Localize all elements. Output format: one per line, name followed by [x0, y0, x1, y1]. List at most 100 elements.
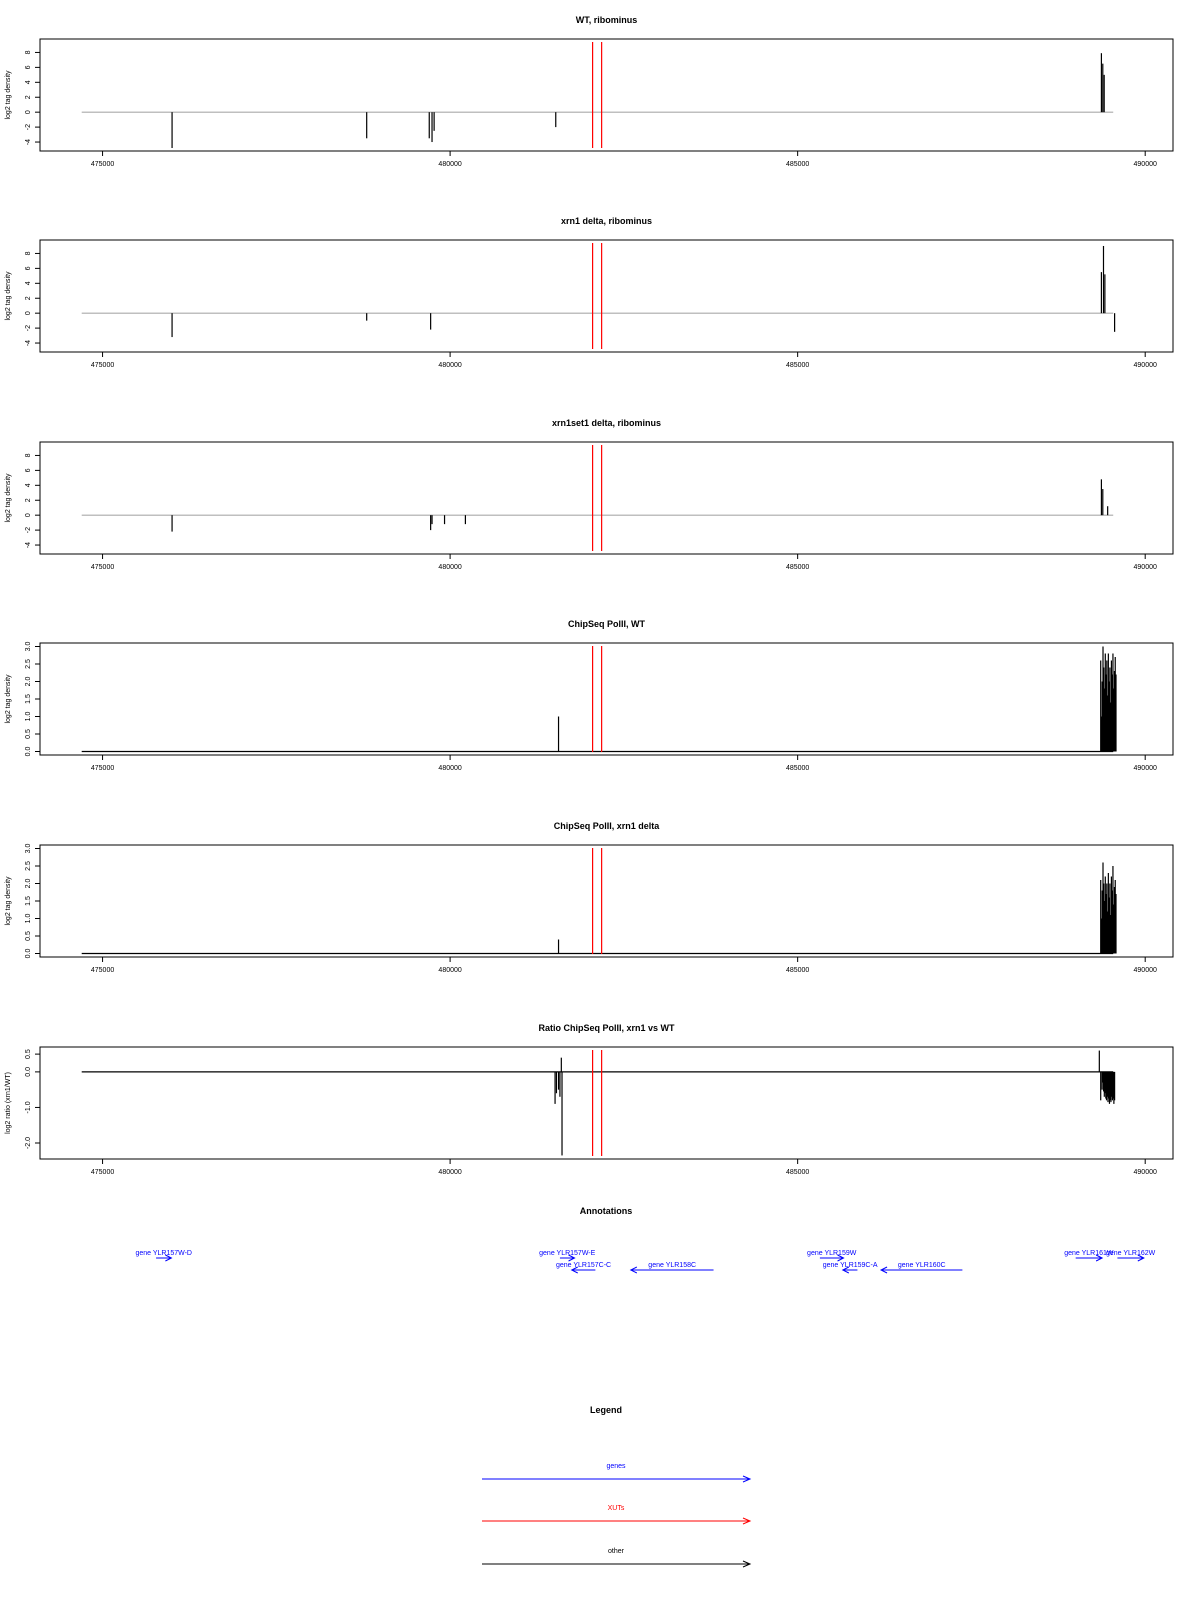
- x-tick-label: 485000: [786, 161, 809, 168]
- gene-annotation: gene YLR157C-C: [556, 1262, 611, 1274]
- gene-label: gene YLR159C-A: [823, 1262, 878, 1269]
- plot-frame: [39, 1046, 1174, 1160]
- track-panel-4: ChipSeq PolII, WT log2 tag density 3.0 2.5 2…: [5, 619, 1174, 772]
- y-tick-label: 0.5: [25, 931, 32, 941]
- y-tick-label: 8: [25, 50, 32, 54]
- y-axis-label: log2 ratio (xrn1/WT): [5, 1072, 12, 1134]
- plot-frame: [39, 441, 1174, 555]
- y-tick-label: 0.5: [25, 1049, 32, 1059]
- legend-item-other: other: [482, 1548, 752, 1568]
- gene-arrowhead: [165, 1254, 173, 1262]
- y-tick-label: 3.0: [25, 642, 32, 652]
- y-tick-label: 1.5: [25, 896, 32, 906]
- track-panel-2: xrn1 delta, ribominus log2 tag density 8 6 4…: [5, 216, 1174, 369]
- y-axis-label: log2 tag density: [5, 70, 12, 120]
- legend-arrowhead: [742, 1517, 752, 1525]
- y-tick-label: -4: [25, 340, 32, 346]
- gene-label: gene YLR158C: [648, 1262, 696, 1269]
- y-tick-label: -2.0: [25, 1137, 32, 1149]
- gene-label: gene YLR162W: [1106, 1250, 1156, 1257]
- x-tick-label: 485000: [786, 765, 809, 772]
- y-tick-label: 2.5: [25, 861, 32, 871]
- y-axis-label: log2 tag density: [5, 473, 12, 523]
- legend-label: genes: [606, 1463, 626, 1470]
- x-tick-label: 475000: [91, 161, 114, 168]
- gene-arrowhead: [570, 1266, 578, 1274]
- y-tick-label: 8: [25, 453, 32, 457]
- x-tick-label: 490000: [1134, 967, 1157, 974]
- x-tick-label: 485000: [786, 564, 809, 571]
- gene-arrowhead: [837, 1254, 845, 1262]
- legend-items: genes XUTs other: [482, 1463, 752, 1568]
- y-axis-label: log2 tag density: [5, 674, 12, 724]
- x-tick-label: 490000: [1134, 564, 1157, 571]
- y-tick-label: 6: [25, 468, 32, 472]
- y-tick-label: -2: [25, 124, 32, 130]
- y-tick-label: 3.0: [25, 844, 32, 854]
- y-tick-label: 0.5: [25, 729, 32, 739]
- y-tick-label: 6: [25, 266, 32, 270]
- gene-annotations: gene YLR157W-D gene YLR157W-E gene YLR157C…: [135, 1250, 1156, 1274]
- plot-frame: [39, 642, 1174, 756]
- x-tick-label: 480000: [438, 765, 461, 772]
- gene-arrowhead: [1137, 1254, 1145, 1262]
- legend-item-genes: genes: [482, 1463, 752, 1483]
- legend-arrowhead: [742, 1560, 752, 1568]
- gene-arrowhead: [879, 1266, 888, 1274]
- y-tick-label: 4: [25, 281, 32, 285]
- panel-title: ChipSeq PolII, WT: [568, 619, 645, 629]
- y-tick-label: 0.0: [25, 949, 32, 959]
- gene-annotation: gene YLR160C: [879, 1262, 963, 1274]
- y-tick-label: 4: [25, 80, 32, 84]
- track-panel-5: ChipSeq PolII, xrn1 delta log2 tag densit…: [5, 821, 1174, 974]
- y-tick-label: 2.0: [25, 677, 32, 687]
- panel-title: WT, ribominus: [576, 15, 638, 25]
- x-tick-label: 475000: [91, 362, 114, 369]
- y-tick-label: 1.0: [25, 712, 32, 722]
- x-tick-label: 490000: [1134, 362, 1157, 369]
- gene-label: gene YLR157W-E: [539, 1250, 595, 1257]
- x-tick-label: 480000: [438, 161, 461, 168]
- x-tick-label: 475000: [91, 967, 114, 974]
- gene-arrowhead: [841, 1266, 850, 1274]
- y-axis-label: log2 tag density: [5, 271, 12, 321]
- legend-title: Legend: [590, 1405, 622, 1415]
- y-tick-label: -1.0: [25, 1101, 32, 1113]
- panel-title: xrn1set1 delta, ribominus: [552, 418, 661, 428]
- track-panel-6: Ratio ChipSeq PolII, xrn1 vs WT log2 rati…: [5, 1023, 1174, 1176]
- y-tick-label: 8: [25, 251, 32, 255]
- y-axis-label: log2 tag density: [5, 876, 12, 926]
- y-tick-label: -4: [25, 139, 32, 145]
- gene-arrowhead: [568, 1254, 576, 1262]
- gene-annotation: gene YLR157W-E: [539, 1250, 596, 1262]
- plot-frame: [39, 844, 1174, 958]
- y-tick-label: 4: [25, 483, 32, 487]
- panel-title: Ratio ChipSeq PolII, xrn1 vs WT: [538, 1023, 675, 1033]
- gene-label: gene YLR160C: [898, 1262, 946, 1269]
- annotations-panel: Annotations gene YLR157W-D gene YLR157W-E…: [135, 1206, 1156, 1274]
- gene-annotation: gene YLR162W: [1106, 1250, 1156, 1262]
- x-tick-label: 480000: [438, 362, 461, 369]
- x-tick-label: 475000: [91, 765, 114, 772]
- legend-arrowhead: [742, 1475, 752, 1483]
- x-tick-label: 485000: [786, 967, 809, 974]
- y-tick-label: 2: [25, 498, 32, 502]
- y-tick-label: 2: [25, 95, 32, 99]
- gene-annotation: gene YLR157W-D: [135, 1250, 192, 1262]
- y-tick-label: 0: [25, 110, 32, 114]
- x-tick-label: 490000: [1134, 161, 1157, 168]
- gene-annotation: gene YLR159W: [807, 1250, 857, 1262]
- gene-label: gene YLR159W: [807, 1250, 857, 1257]
- x-tick-label: 475000: [91, 564, 114, 571]
- y-tick-label: 2: [25, 296, 32, 300]
- y-tick-label: 0.0: [25, 1067, 32, 1077]
- legend-label: other: [608, 1548, 625, 1555]
- gene-label: gene YLR157C-C: [556, 1262, 611, 1269]
- y-tick-label: 0: [25, 311, 32, 315]
- panel-title: xrn1 delta, ribominus: [561, 216, 652, 226]
- gene-annotation: gene YLR159C-A: [823, 1262, 878, 1274]
- gene-annotation: gene YLR158C: [629, 1262, 714, 1274]
- y-tick-label: 2.5: [25, 659, 32, 669]
- y-tick-label: -4: [25, 542, 32, 548]
